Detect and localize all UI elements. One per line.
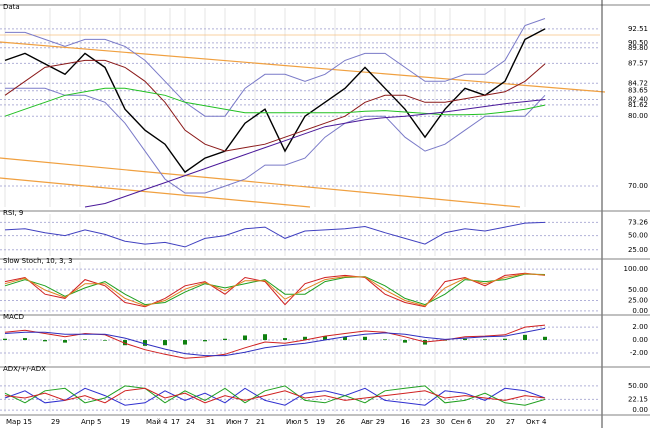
x-tick-label: Июл 5: [286, 418, 308, 426]
histogram-bar: [283, 338, 287, 341]
histogram-bar: [363, 336, 367, 341]
y-tick-label: 22.15: [628, 395, 648, 403]
series-line: [4, 87, 546, 117]
histogram-bar: [63, 340, 67, 343]
histogram-bar: [463, 338, 467, 341]
y-tick-label: 83.65: [628, 87, 648, 95]
histogram-bar: [483, 339, 487, 341]
x-tick-label: 27: [506, 418, 515, 426]
histogram-bar: [183, 340, 187, 345]
y-tick-label: 89.80: [628, 44, 648, 52]
y-tick-label: 80.00: [628, 112, 648, 120]
series-line: [84, 99, 546, 208]
series-line: [4, 385, 546, 406]
y-tick-label: 2.00: [632, 323, 648, 331]
trend-lines: [0, 34, 606, 208]
histogram-bar: [163, 340, 167, 346]
x-tick-label: Мар 15: [6, 418, 32, 426]
x-tick-label: Авг 29: [361, 418, 385, 426]
y-tick-label: 0.00: [632, 336, 648, 344]
series-line: [5, 18, 546, 117]
panel-title: MACD: [3, 313, 24, 321]
y-tick-label: 25.00: [628, 246, 648, 254]
histogram-bar: [303, 336, 307, 341]
x-tick-label: 30: [436, 418, 445, 426]
histogram-bar: [123, 340, 127, 346]
series-line: [4, 273, 546, 306]
histogram-bar: [23, 338, 27, 341]
panel-title: RSI, 9: [3, 209, 23, 217]
y-tick-label: 50.00: [628, 382, 648, 390]
y-tick-label: -2.00: [630, 349, 648, 357]
x-tick-label: 19: [316, 418, 325, 426]
x-tick-label: 24: [186, 418, 195, 426]
x-tick-label: 26: [336, 418, 345, 426]
panel-title: Slow Stoch, 10, 3, 3: [3, 257, 73, 265]
y-tick-label: 82.40: [628, 95, 648, 103]
trend-line: [0, 157, 521, 208]
x-tick-label: Сен 6: [451, 418, 472, 426]
histogram-bar: [523, 334, 527, 341]
histogram-bar: [43, 340, 47, 342]
histogram-bar: [3, 338, 7, 341]
x-tick-label: Окт 4: [526, 418, 547, 426]
series-line: [5, 87, 546, 194]
histogram-bar: [223, 338, 227, 341]
y-tick-label: 90.50: [628, 39, 648, 47]
histogram-bar: [243, 335, 247, 341]
x-tick-label: Июн 7: [226, 418, 248, 426]
x-tick-label: 31: [206, 418, 215, 426]
y-tick-label: 25.00: [628, 296, 648, 304]
y-tick-label: 87.57: [628, 59, 648, 67]
trend-line: [0, 177, 311, 208]
series-line: [4, 221, 546, 248]
y-tick-label: 50.00: [628, 232, 648, 240]
series-line: [4, 387, 546, 406]
y-tick-label: 0.00: [632, 307, 648, 315]
y-tick-label: 84.72: [628, 79, 648, 87]
trend-line: [0, 41, 606, 93]
histogram-bar: [503, 338, 507, 341]
x-tick-label: 20: [486, 418, 495, 426]
y-tick-label: 100.00: [624, 265, 649, 273]
histogram-bar: [203, 340, 207, 342]
y-tick-label: 81.62: [628, 101, 648, 109]
histogram-bar: [83, 339, 87, 341]
x-tick-label: 29: [51, 418, 60, 426]
x-tick-label: 21: [256, 418, 265, 426]
x-tick-label: Апр 5: [81, 418, 102, 426]
series-line: [4, 387, 546, 404]
x-tick-label: 16: [401, 418, 410, 426]
y-tick-label: 70.00: [628, 182, 648, 190]
series-line: [4, 327, 546, 357]
histogram-bar: [403, 340, 407, 343]
y-tick-label: 0.00: [632, 406, 648, 414]
y-tick-label: 50.00: [628, 286, 648, 294]
histogram-bar: [103, 340, 107, 341]
y-tick-label: 73.26: [628, 218, 649, 226]
series-line: [4, 273, 546, 307]
x-tick-label: 17: [171, 418, 180, 426]
x-tick-label: Май 4: [146, 418, 168, 426]
y-tick-label: 92.51: [628, 25, 648, 33]
histogram-bar: [323, 336, 327, 341]
histogram-bar: [343, 336, 347, 341]
panel-title: Data: [3, 3, 20, 11]
x-tick-label: 23: [421, 418, 430, 426]
panel-title: ADX/+/-ADX: [3, 365, 46, 373]
x-tick-label: 19: [121, 418, 130, 426]
series-line: [4, 59, 546, 152]
histogram-bar: [543, 336, 547, 341]
series-line: [4, 272, 546, 308]
histogram-bar: [263, 334, 267, 341]
histogram-bar: [383, 339, 387, 341]
histogram-bar: [143, 340, 147, 346]
